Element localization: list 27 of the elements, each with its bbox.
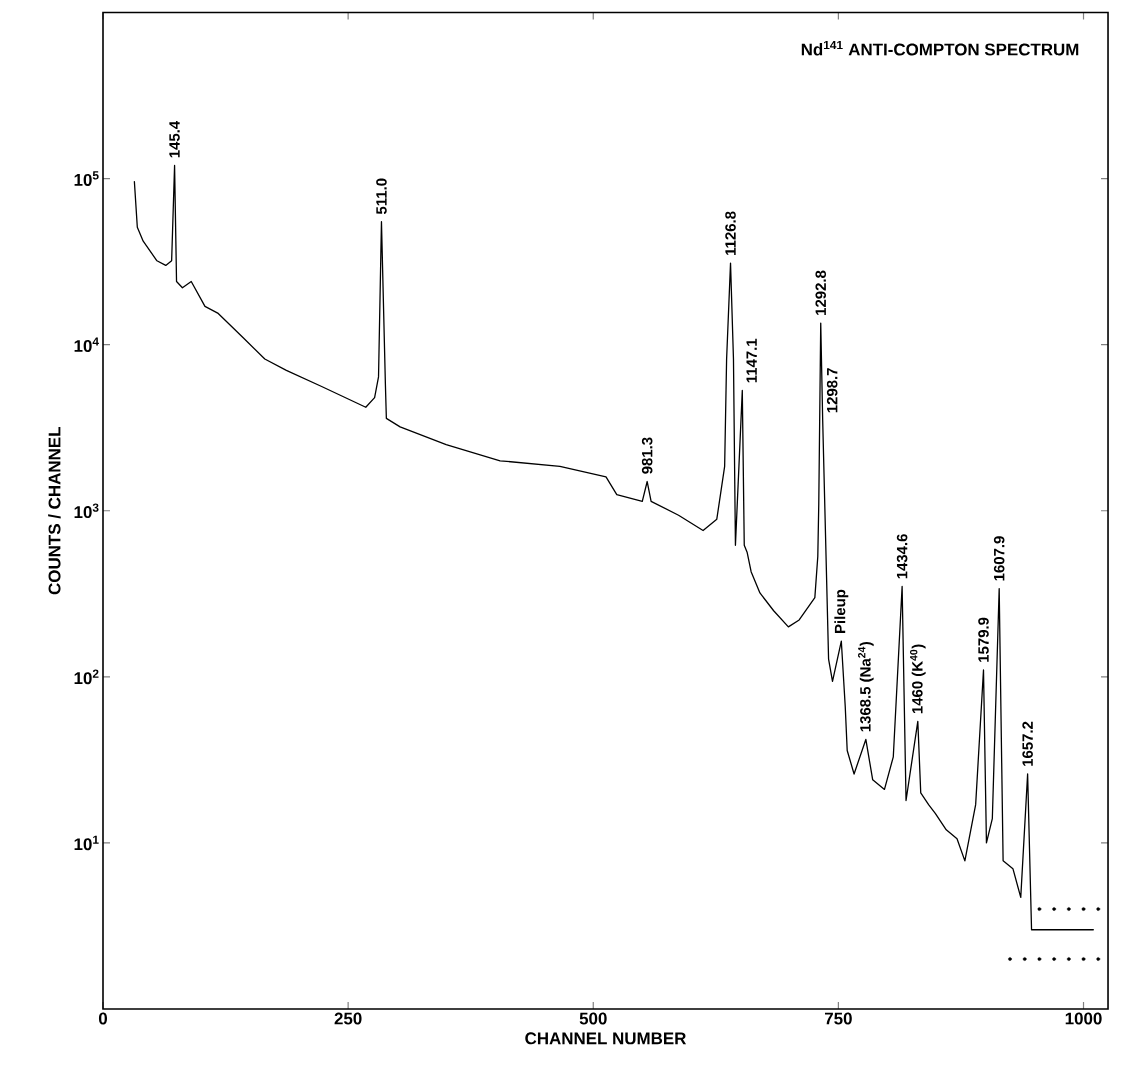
x-tick-label: 0 xyxy=(98,1012,108,1025)
y-tick-label: 10$^{3}$ xyxy=(74,503,99,519)
annotation: 145.4 xyxy=(169,120,180,158)
annotation: 1298.7 xyxy=(826,368,838,413)
y-tick-label: 10$^{2}$ xyxy=(74,669,99,685)
annotation: 1126.8 xyxy=(725,211,736,255)
annotation: 1460 (K$^{40}$) xyxy=(910,644,926,714)
annotation: 1368.5 (Na$^{24}$) xyxy=(858,641,874,732)
annotation: 981.3 xyxy=(641,437,653,474)
y-axis-title: COUNTS / CHANNEL xyxy=(48,427,61,595)
annotation: Pileup xyxy=(834,589,849,633)
x-axis-title: CHANNEL NUMBER xyxy=(525,1032,687,1045)
y-tick-label: 10$^{4}$ xyxy=(74,337,99,352)
annotation: 1579.9 xyxy=(978,617,989,662)
annotation: 1657.2 xyxy=(1022,721,1033,766)
x-tick-label: 500 xyxy=(579,1012,607,1025)
annotation: 1147.1 xyxy=(746,338,757,383)
text: Nd$^{141}$ ANTI-COMPTON SPECTRUM xyxy=(801,40,1079,56)
annotation: 1434.6 xyxy=(896,534,908,579)
y-tick-label: 10$^{5}$ xyxy=(74,171,99,186)
annotation: 1607.9 xyxy=(993,536,1005,581)
annotation: 1292.8 xyxy=(815,270,827,315)
y-tick-label: 10$^{1}$ xyxy=(74,835,99,851)
x-tick-label: 250 xyxy=(334,1012,362,1025)
annotation: 511.0 xyxy=(376,178,387,215)
x-tick-label: 750 xyxy=(824,1012,852,1025)
x-tick-label: 1000 xyxy=(1065,1012,1102,1025)
